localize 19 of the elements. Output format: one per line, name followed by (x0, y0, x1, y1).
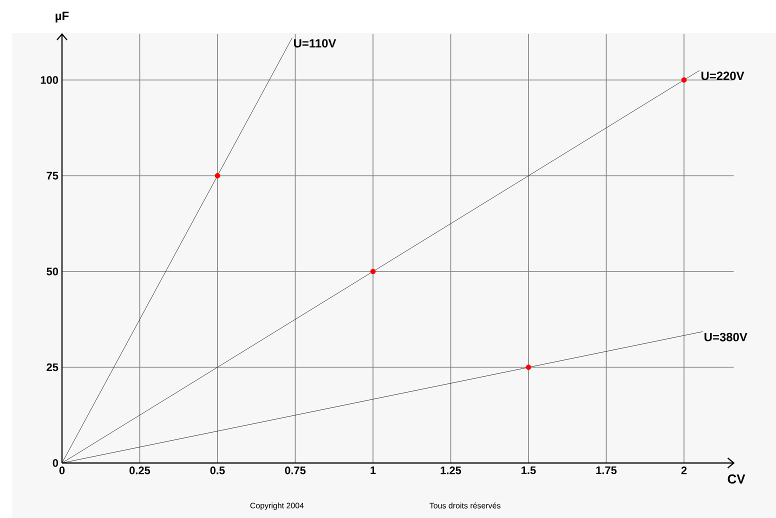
y-tick-label: 75 (46, 172, 58, 180)
x-tick-label: 0 (59, 466, 65, 474)
x-tick-label: 0.25 (130, 466, 150, 474)
x-tick-label: 1 (370, 466, 376, 474)
x-tick-label: 1.5 (522, 466, 536, 474)
series-label: U=220V (701, 72, 744, 80)
x-tick-label: 2 (681, 466, 687, 474)
y-tick-label: 0 (52, 459, 58, 467)
x-tick-label: 1.25 (440, 466, 462, 474)
x-tick-label: 0.5 (210, 466, 225, 474)
x-tick-label: 0.75 (285, 466, 306, 474)
y-tick-label: 100 (40, 76, 58, 84)
x-tick-label: 1.75 (596, 466, 617, 474)
y-tick-label: 25 (46, 363, 58, 372)
series-label: U=110V (294, 39, 336, 48)
x-axis-title: CV (728, 474, 746, 484)
y-axis-title: µF (56, 12, 69, 23)
y-tick-label: 50 (46, 268, 58, 276)
series-label: U=380V (704, 332, 748, 342)
